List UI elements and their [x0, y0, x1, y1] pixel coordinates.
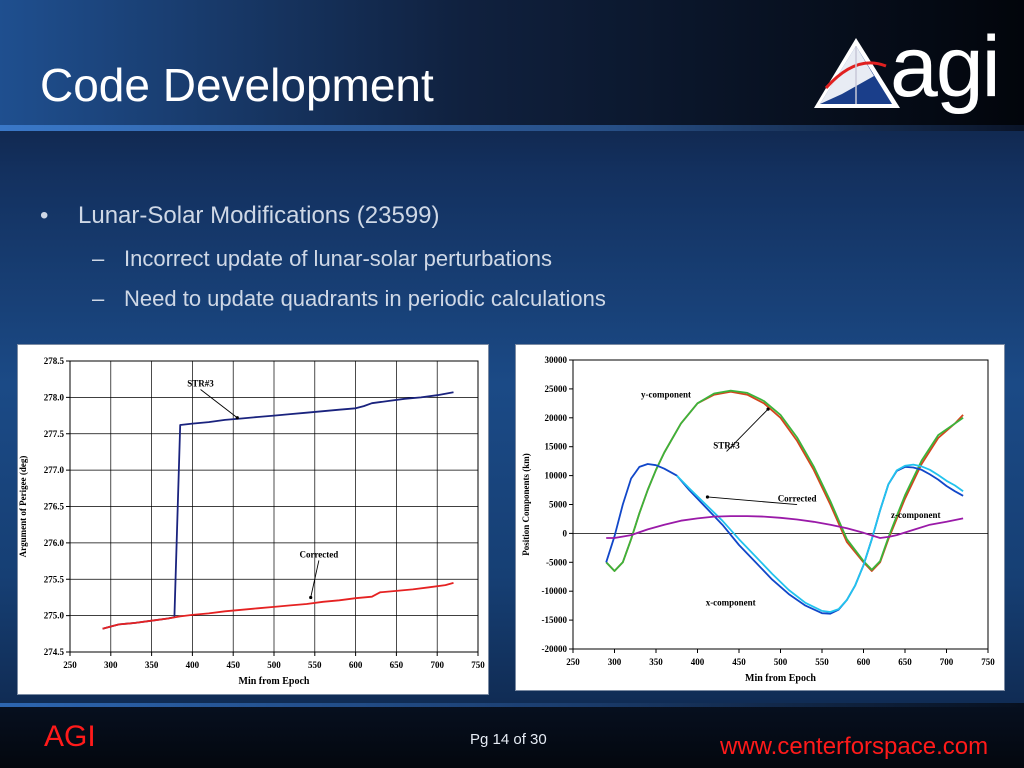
annotation-leader [726, 408, 769, 452]
sub-bullet-text: Need to update quadrants in periodic cal… [124, 286, 606, 311]
y-tick-label: 15000 [545, 442, 568, 452]
plot-area [572, 359, 989, 650]
x-tick-label: 550 [308, 660, 322, 670]
y-tick-label: -15000 [542, 615, 568, 625]
page-number: Pg 14 of 30 [470, 731, 547, 748]
series-line [676, 463, 964, 613]
x-tick-label: 600 [857, 657, 871, 667]
series-line [606, 515, 964, 539]
x-tick-label: 400 [186, 660, 200, 670]
series-line [605, 463, 964, 615]
position-chart-panel: 250 300 350 400 450 500 550 600 650 700 750 -20000 -… [515, 344, 1005, 691]
annotation-leader [707, 496, 798, 506]
y-tick-label: -20000 [542, 644, 568, 654]
annotation-leader [310, 560, 320, 598]
y-tick-label: 277.5 [44, 429, 65, 439]
annotation-label: y-component [641, 390, 691, 400]
annotation-label: STR#3 [187, 378, 214, 388]
x-tick-label: 600 [349, 660, 363, 670]
x-tick-label: 500 [774, 657, 788, 667]
annotation-arrowhead [309, 595, 313, 600]
x-tick-label: 650 [898, 657, 912, 667]
y-tick-label: 275.5 [44, 574, 65, 584]
annotation-label: z-component [891, 510, 941, 520]
logo-wordmark: agi [890, 19, 1001, 115]
annotation-leader [200, 389, 238, 419]
series-line [102, 582, 454, 630]
position-components-chart: 250 300 350 400 450 500 550 600 650 700 750 -20000 -… [521, 355, 995, 684]
y-tick-label: -5000 [546, 557, 567, 567]
agi-logo: agi [812, 19, 1012, 115]
footer-company: AGI [44, 720, 96, 753]
x-axis-label: Min from Epoch [745, 673, 816, 684]
annotation-label: Corrected [778, 494, 817, 504]
perigee-chart-panel: 250 300 350 400 450 500 550 600 650 700 750 274.5 27… [17, 344, 489, 695]
x-tick-label: 700 [940, 657, 954, 667]
y-tick-label: -10000 [542, 586, 568, 596]
bullet-dot-icon: • [40, 202, 49, 229]
sub-bullet-text: Incorrect update of lunar-solar perturba… [124, 246, 553, 271]
annotation-arrowhead [766, 407, 770, 411]
series-line [605, 389, 964, 572]
x-tick-label: 300 [608, 657, 622, 667]
logo-mountain-icon [814, 38, 900, 108]
x-tick-label: 650 [390, 660, 404, 670]
x-tick-label: 400 [691, 657, 705, 667]
x-tick-label: 350 [145, 660, 159, 670]
y-tick-label: 10000 [545, 471, 568, 481]
dash-icon: – [92, 246, 105, 271]
x-tick-label: 750 [981, 657, 995, 667]
y-tick-label: 5000 [549, 500, 568, 510]
y-tick-label: 0 [563, 528, 568, 538]
annotation-arrowhead [705, 495, 710, 499]
footer-url[interactable]: www.centerforspace.com [720, 733, 989, 760]
y-tick-label: 277.0 [44, 465, 65, 475]
dash-icon: – [92, 286, 105, 311]
y-tick-label: 276.0 [44, 538, 65, 548]
x-axis-label: Min from Epoch [239, 676, 310, 687]
annotation-label: STR#3 [713, 440, 740, 450]
title-divider [0, 125, 1024, 131]
x-tick-label: 300 [104, 660, 118, 670]
x-tick-label: 750 [471, 660, 485, 670]
argument-of-perigee-chart: 250 300 350 400 450 500 550 600 650 700 750 274.5 27… [18, 356, 485, 687]
x-tick-label: 250 [566, 657, 580, 667]
x-tick-label: 550 [815, 657, 829, 667]
y-tick-label: 278.0 [44, 392, 65, 402]
annotation-arrowhead [235, 416, 239, 420]
footer-bar [0, 703, 1024, 768]
x-tick-label: 350 [649, 657, 663, 667]
y-tick-label: 20000 [545, 413, 568, 423]
y-tick-label: 275.0 [44, 611, 65, 621]
x-tick-label: 450 [226, 660, 240, 670]
annotation-label: Corrected [299, 549, 338, 559]
x-tick-label: 250 [63, 660, 77, 670]
y-tick-label: 274.5 [44, 647, 65, 657]
y-tick-label: 30000 [545, 355, 568, 365]
x-tick-label: 450 [732, 657, 746, 667]
slide-title: Code Development [40, 59, 434, 111]
y-axis-label: Position Components (km) [521, 453, 531, 556]
bullet-text: Lunar-Solar Modifications (23599) [78, 202, 440, 229]
y-tick-label: 25000 [545, 384, 568, 394]
x-tick-label: 500 [267, 660, 281, 670]
x-tick-label: 700 [430, 660, 444, 670]
annotation-label: x-component [706, 598, 756, 608]
y-tick-label: 278.5 [44, 356, 65, 366]
y-tick-label: 276.5 [44, 502, 65, 512]
y-axis-label: Argument of Perigee (deg) [18, 456, 28, 558]
footer-divider [0, 703, 1024, 707]
